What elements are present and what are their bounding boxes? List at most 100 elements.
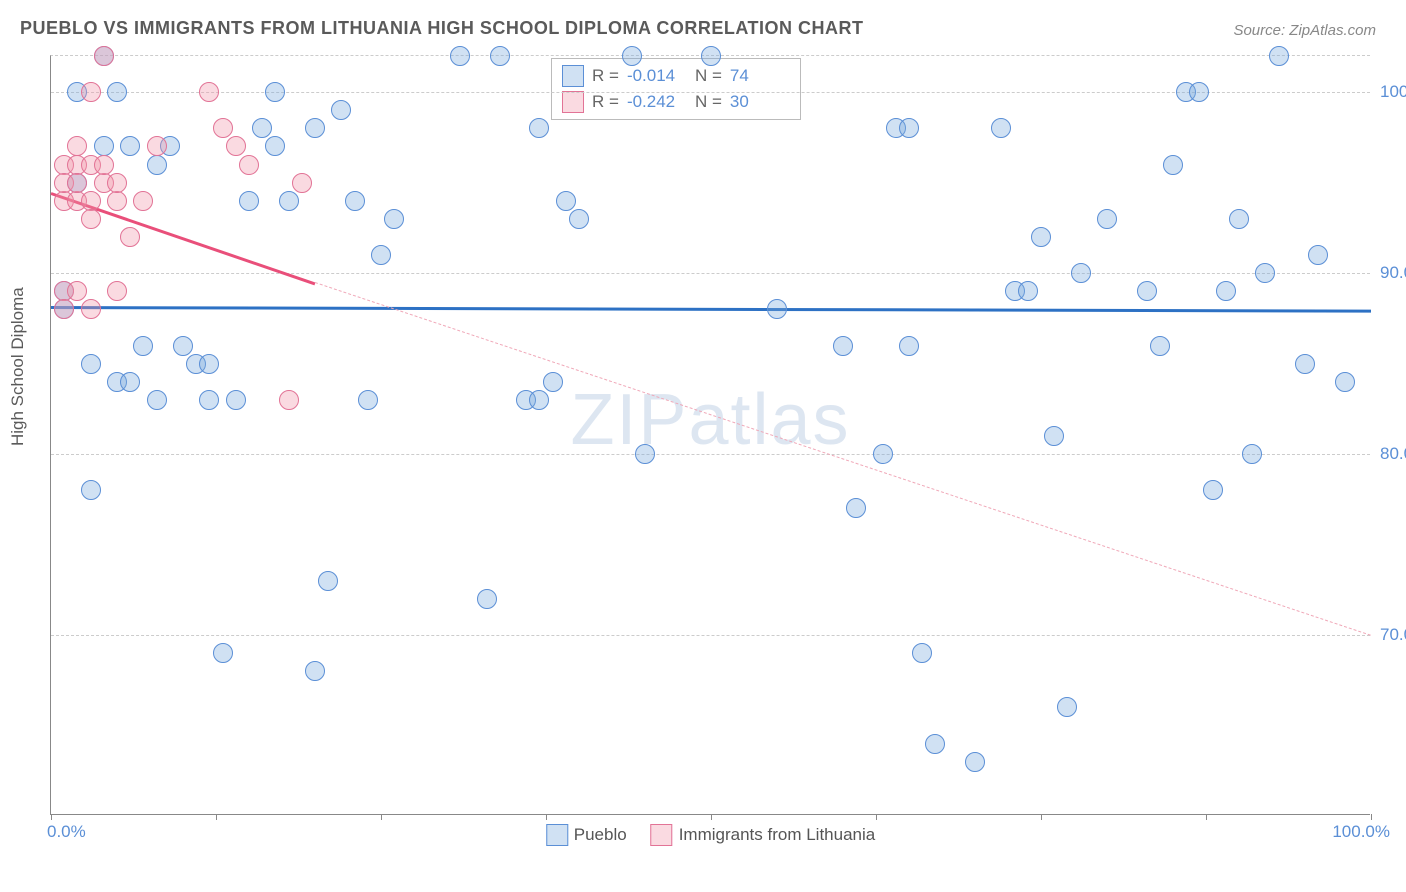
gridline — [51, 454, 1370, 455]
r-val-blue: -0.014 — [627, 66, 687, 86]
data-point — [120, 136, 140, 156]
gridline — [51, 92, 1370, 93]
data-point — [81, 299, 101, 319]
data-point — [701, 46, 721, 66]
data-point — [833, 336, 853, 356]
data-point — [345, 191, 365, 211]
data-point — [1335, 372, 1355, 392]
x-tick — [1371, 814, 1372, 820]
x-tick — [876, 814, 877, 820]
data-point — [767, 299, 787, 319]
data-point — [331, 100, 351, 120]
data-point — [1255, 263, 1275, 283]
data-point — [81, 480, 101, 500]
n-label: N = — [695, 66, 722, 86]
data-point — [318, 571, 338, 591]
data-point — [965, 752, 985, 772]
data-point — [991, 118, 1011, 138]
gridline — [51, 273, 1370, 274]
r-label-2: R = — [592, 92, 619, 112]
gridline — [51, 635, 1370, 636]
data-point — [81, 82, 101, 102]
data-point — [358, 390, 378, 410]
data-point — [279, 390, 299, 410]
legend-swatch-pink-icon — [651, 824, 673, 846]
legend-item-blue: Pueblo — [546, 824, 627, 846]
data-point — [384, 209, 404, 229]
data-point — [305, 661, 325, 681]
data-point — [279, 191, 299, 211]
swatch-pink-icon — [562, 91, 584, 113]
x-tick — [546, 814, 547, 820]
x-tick — [216, 814, 217, 820]
watermark-zip: ZIP — [570, 380, 688, 460]
watermark-atlas: atlas — [688, 380, 850, 460]
y-tick-label: 80.0% — [1380, 444, 1406, 464]
data-point — [120, 227, 140, 247]
data-point — [1229, 209, 1249, 229]
data-point — [133, 336, 153, 356]
data-point — [1071, 263, 1091, 283]
data-point — [450, 46, 470, 66]
bottom-legend: Pueblo Immigrants from Lithuania — [546, 824, 875, 846]
data-point — [490, 46, 510, 66]
y-axis-label: High School Diploma — [8, 287, 28, 446]
data-point — [120, 372, 140, 392]
data-point — [899, 336, 919, 356]
data-point — [226, 136, 246, 156]
data-point — [529, 390, 549, 410]
r-val-pink: -0.242 — [627, 92, 687, 112]
data-point — [107, 82, 127, 102]
watermark: ZIPatlas — [570, 379, 850, 461]
data-point — [199, 82, 219, 102]
data-point — [305, 118, 325, 138]
data-point — [1044, 426, 1064, 446]
n-label-2: N = — [695, 92, 722, 112]
data-point — [81, 191, 101, 211]
x-tick — [1041, 814, 1042, 820]
data-point — [556, 191, 576, 211]
data-point — [147, 155, 167, 175]
data-point — [1097, 209, 1117, 229]
data-point — [107, 281, 127, 301]
data-point — [1163, 155, 1183, 175]
data-point — [199, 390, 219, 410]
data-point — [81, 354, 101, 374]
data-point — [213, 118, 233, 138]
data-point — [94, 46, 114, 66]
data-point — [1308, 245, 1328, 265]
y-tick-label: 100.0% — [1380, 82, 1406, 102]
x-tick — [381, 814, 382, 820]
legend-swatch-blue-icon — [546, 824, 568, 846]
data-point — [54, 299, 74, 319]
plot-area: ZIPatlas R = -0.014 N = 74 R = -0.242 N … — [50, 55, 1370, 815]
data-point — [199, 354, 219, 374]
data-point — [529, 118, 549, 138]
data-point — [252, 118, 272, 138]
data-point — [67, 136, 87, 156]
data-point — [873, 444, 893, 464]
data-point — [81, 209, 101, 229]
data-point — [846, 498, 866, 518]
data-point — [239, 155, 259, 175]
data-point — [107, 191, 127, 211]
n-val-pink: 30 — [730, 92, 790, 112]
x-max-label: 100.0% — [1332, 822, 1390, 842]
x-tick — [711, 814, 712, 820]
data-point — [477, 589, 497, 609]
chart-title: PUEBLO VS IMMIGRANTS FROM LITHUANIA HIGH… — [20, 18, 863, 39]
data-point — [173, 336, 193, 356]
data-point — [925, 734, 945, 754]
legend-item-pink: Immigrants from Lithuania — [651, 824, 876, 846]
x-min-label: 0.0% — [47, 822, 86, 842]
data-point — [67, 173, 87, 193]
data-point — [635, 444, 655, 464]
data-point — [67, 281, 87, 301]
data-point — [1189, 82, 1209, 102]
x-tick — [51, 814, 52, 820]
data-point — [1242, 444, 1262, 464]
data-point — [1269, 46, 1289, 66]
data-point — [133, 191, 153, 211]
data-point — [265, 136, 285, 156]
data-point — [899, 118, 919, 138]
